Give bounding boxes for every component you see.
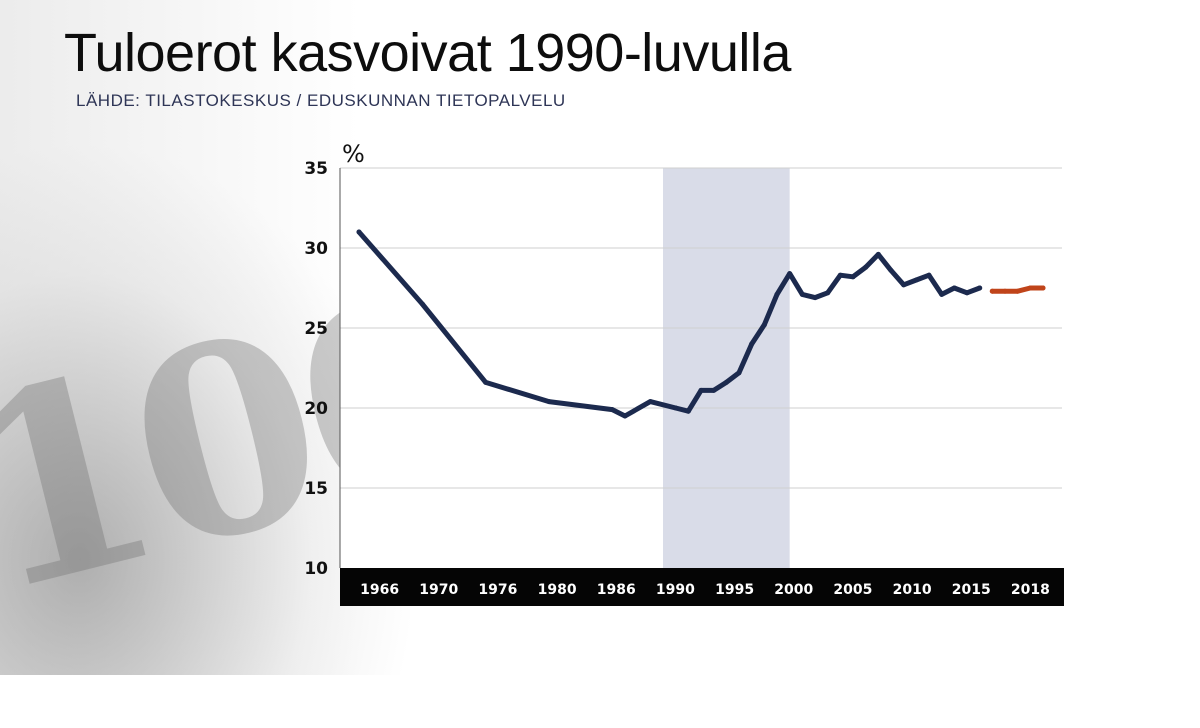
data-point-1-1994 [711,387,717,393]
x-tick-label-1990: 1990 [656,582,695,598]
x-tick-label-2018: 2018 [1011,582,1050,598]
x-tick-label-1995: 1995 [715,582,754,598]
x-tick-label-2015: 2015 [952,582,991,598]
x-tick-label-1976: 1976 [478,582,517,598]
data-point-1-2007 [875,251,881,257]
y-tick-labels: 10 15 20 25 30 35 [304,159,328,579]
data-point-2-2018 [1015,288,1021,294]
data-point-1-2015 [977,285,983,291]
data-point-2-2016 [989,288,995,294]
x-tick-label-2010: 2010 [893,582,932,598]
data-point-1-1999 [774,291,780,297]
gridlines [340,167,1062,489]
y-tick-label-10: 10 [304,559,328,579]
x-tick-label-1966: 1966 [360,582,399,598]
highlight-band-group [663,168,790,568]
source-subtitle: LÄHDE: TILASTOKESKUS / EDUSKUNNAN TIETOP… [76,91,566,110]
data-point-1-2000 [787,271,793,277]
data-point-1-1986 [609,407,615,413]
data-point-1-1992 [685,408,691,414]
data-point-1-2014 [964,290,970,296]
data-point-1-2002 [812,295,818,301]
data-point-1-1997 [749,341,755,347]
data-point-1-2008 [888,267,894,273]
x-tick-label-2005: 2005 [833,582,872,598]
y-tick-label-20: 20 [304,399,328,419]
data-point-1-2013 [951,285,957,291]
data-point-1-2006 [863,264,869,270]
data-point-1-1966 [356,229,362,235]
data-point-1-2012 [939,291,945,297]
data-point-1-1987 [622,413,628,419]
data-point-1-2003 [825,290,831,296]
x-axis-bar [340,568,1064,606]
data-point-1-1976 [483,379,489,385]
x-tick-label-1980: 1980 [538,582,577,598]
y-tick-label-30: 30 [304,239,328,259]
data-point-2-2017 [1002,288,1008,294]
data-point-1-1998 [761,322,767,328]
highlight-band-1990s [663,168,790,568]
y-tick-label-15: 15 [304,479,328,499]
page-title: Tuloerot kasvoivat 1990-luvulla [64,23,791,83]
data-point-1-1971 [419,301,425,307]
y-axis-unit-label: % [342,140,365,168]
data-point-1-2001 [799,291,805,297]
x-tick-labels: 1966 1970 1976 1980 1986 1990 1995 2000 2005 2010… [360,582,1050,598]
data-point-1-2010 [913,277,919,283]
data-point-1-2009 [901,282,907,288]
data-point-2-2019 [1027,285,1033,291]
x-tick-label-2000: 2000 [774,582,813,598]
y-tick-label-35: 35 [304,159,328,179]
y-tick-label-25: 25 [304,319,328,339]
data-point-1-2004 [837,272,843,278]
data-point-1-1989 [647,399,653,405]
data-point-1-1993 [698,387,704,393]
data-point-1-2005 [850,274,856,280]
x-tick-label-1970: 1970 [419,582,458,598]
data-point-1-1991 [673,405,679,411]
data-point-1-1981 [546,399,552,405]
data-point-2-2020 [1040,285,1046,291]
data-point-1-2011 [926,272,932,278]
data-point-1-1996 [736,370,742,376]
series-group [356,229,1046,419]
x-tick-label-1986: 1986 [597,582,636,598]
data-point-1-1995 [723,379,729,385]
